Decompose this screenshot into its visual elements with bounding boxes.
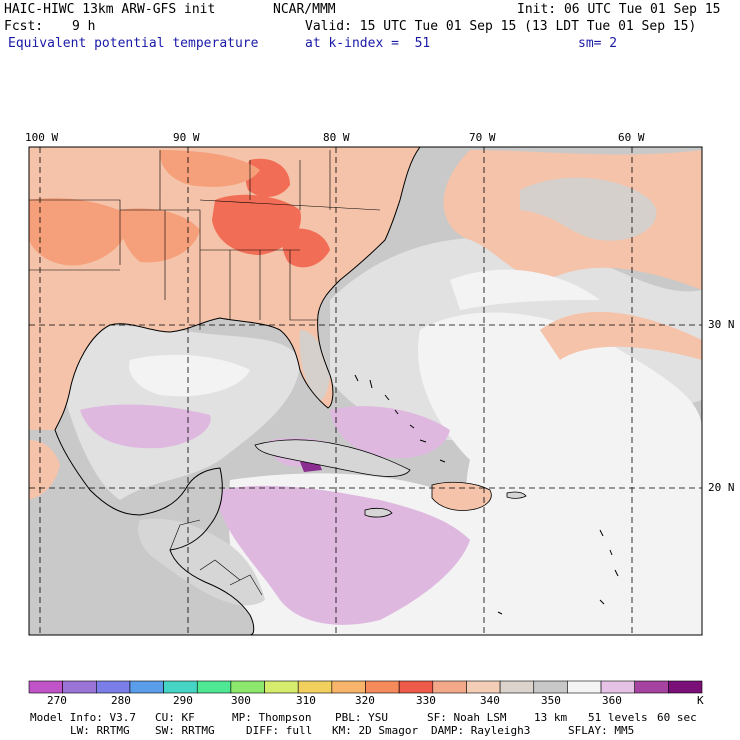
colorbar-swatch <box>196 680 232 694</box>
colorbar-swatch <box>668 680 703 694</box>
center-label: NCAR/MMM <box>273 2 336 17</box>
hispaniola-land <box>431 481 492 511</box>
colorbar-swatch <box>634 680 669 694</box>
colorbar-swatch <box>365 680 400 694</box>
init-time: Init: 06 UTC Tue 01 Sep 15 <box>517 2 721 17</box>
colorbar-label-360: 360 <box>602 694 622 707</box>
footer-damp: DAMP: Rayleigh3 <box>431 724 531 737</box>
colorbar-swatch <box>28 680 63 694</box>
forecast-hour: 9 h <box>72 19 96 34</box>
colorbar-swatch <box>600 680 635 694</box>
footer-diff: DIFF: full <box>246 724 313 737</box>
colorbar-swatch <box>398 680 434 694</box>
colorbar-label-280: 280 <box>111 694 131 707</box>
lavender-gulf <box>80 404 211 449</box>
valid-time: Valid: 15 UTC Tue 01 Sep 15 (13 LDT Tue … <box>305 19 697 34</box>
field-name: Equivalent potential temperature <box>8 36 259 51</box>
footer-model-info: Model Info: V3.7 <box>30 711 136 724</box>
us-gray-florida <box>299 330 330 401</box>
colorbar-swatch <box>432 680 467 694</box>
jamaica-land <box>364 507 393 518</box>
colorbar-label-330: 330 <box>416 694 436 707</box>
lon-label-90w: 90 W <box>173 131 200 144</box>
colorbar-swatch <box>466 680 501 694</box>
footer-timestep: 60 sec <box>657 711 697 724</box>
lon-label-80w: 80 W <box>323 131 350 144</box>
colorbar-label-340: 340 <box>480 694 500 707</box>
central-america-borders <box>169 519 263 596</box>
colorbar-label-270: 270 <box>47 694 67 707</box>
colorbar-swatch <box>533 680 568 694</box>
footer-km: KM: 2D Smagor <box>332 724 419 737</box>
footer-levels: 51 levels <box>588 711 648 724</box>
colorbar-label-310: 310 <box>296 694 316 707</box>
colorbar-swatch <box>297 680 333 694</box>
colorbar-swatch <box>331 680 366 694</box>
footer-sf: SF: Noah LSM <box>427 711 507 724</box>
lat-lon-grid <box>29 147 702 635</box>
smoothing-label: sm= 2 <box>578 36 618 51</box>
state-borders <box>29 150 381 330</box>
colorbar-swatch <box>230 680 265 694</box>
central-america-gray <box>138 518 265 606</box>
atlantic-salmon-streak <box>540 311 702 360</box>
lon-label-70w: 70 W <box>469 131 496 144</box>
us-warm-west <box>29 198 130 266</box>
colorbar-label-300: 300 <box>231 694 251 707</box>
footer-cu: CU: KF <box>155 711 195 724</box>
us-hot-georgia <box>282 228 330 268</box>
colorbar-label-unit: K <box>697 694 704 707</box>
colorbar-swatch <box>96 680 131 694</box>
colorbar-label-290: 290 <box>173 694 193 707</box>
colorbar-swatch <box>264 680 299 694</box>
lavender-caribbean <box>220 485 470 625</box>
cuba-land <box>254 439 411 477</box>
level-label: at k-index = 51 <box>305 36 431 51</box>
forecast-label: Fcst: <box>4 19 44 34</box>
colorbar-swatch <box>567 680 602 694</box>
atlantic-white-streak <box>450 269 600 310</box>
bahamas-islands <box>354 374 619 615</box>
colorbar-label-350: 350 <box>541 694 561 707</box>
puerto-rico-land <box>506 491 527 499</box>
us-warm-central <box>119 208 200 263</box>
lat-label-30n: 30 N <box>708 318 735 331</box>
lon-label-60w: 60 W <box>618 131 645 144</box>
gulf-white-spot <box>129 354 250 397</box>
lon-label-100w: 100 W <box>25 131 59 144</box>
footer-sflay: SFLAY: MM5 <box>568 724 635 737</box>
colorbar-swatch <box>499 680 535 694</box>
colorbar-swatch <box>62 680 97 694</box>
us-hot-tennessee <box>212 194 301 255</box>
us-coastline <box>54 147 421 635</box>
atlantic-gray-swirl <box>520 177 657 241</box>
lavender-bahamas <box>330 406 450 459</box>
mexico-salmon <box>29 440 60 500</box>
footer-resolution: 13 km <box>534 711 568 724</box>
footer-pbl: PBL: YSU <box>335 711 388 724</box>
footer-mp: MP: Thompson <box>232 711 312 724</box>
map-frame <box>28 146 703 636</box>
footer-sw: SW: RRTMG <box>155 724 215 737</box>
us-warm-east <box>159 150 260 187</box>
footer-lw: LW: RRTMG <box>70 724 130 737</box>
lat-label-20n: 20 N <box>708 481 735 494</box>
colorbar-label-320: 320 <box>355 694 375 707</box>
model-title: HAIC-HIWC 13km ARW-GFS init <box>4 2 216 17</box>
colorbar-swatch <box>163 680 198 694</box>
colorbar-swatch <box>129 680 164 694</box>
